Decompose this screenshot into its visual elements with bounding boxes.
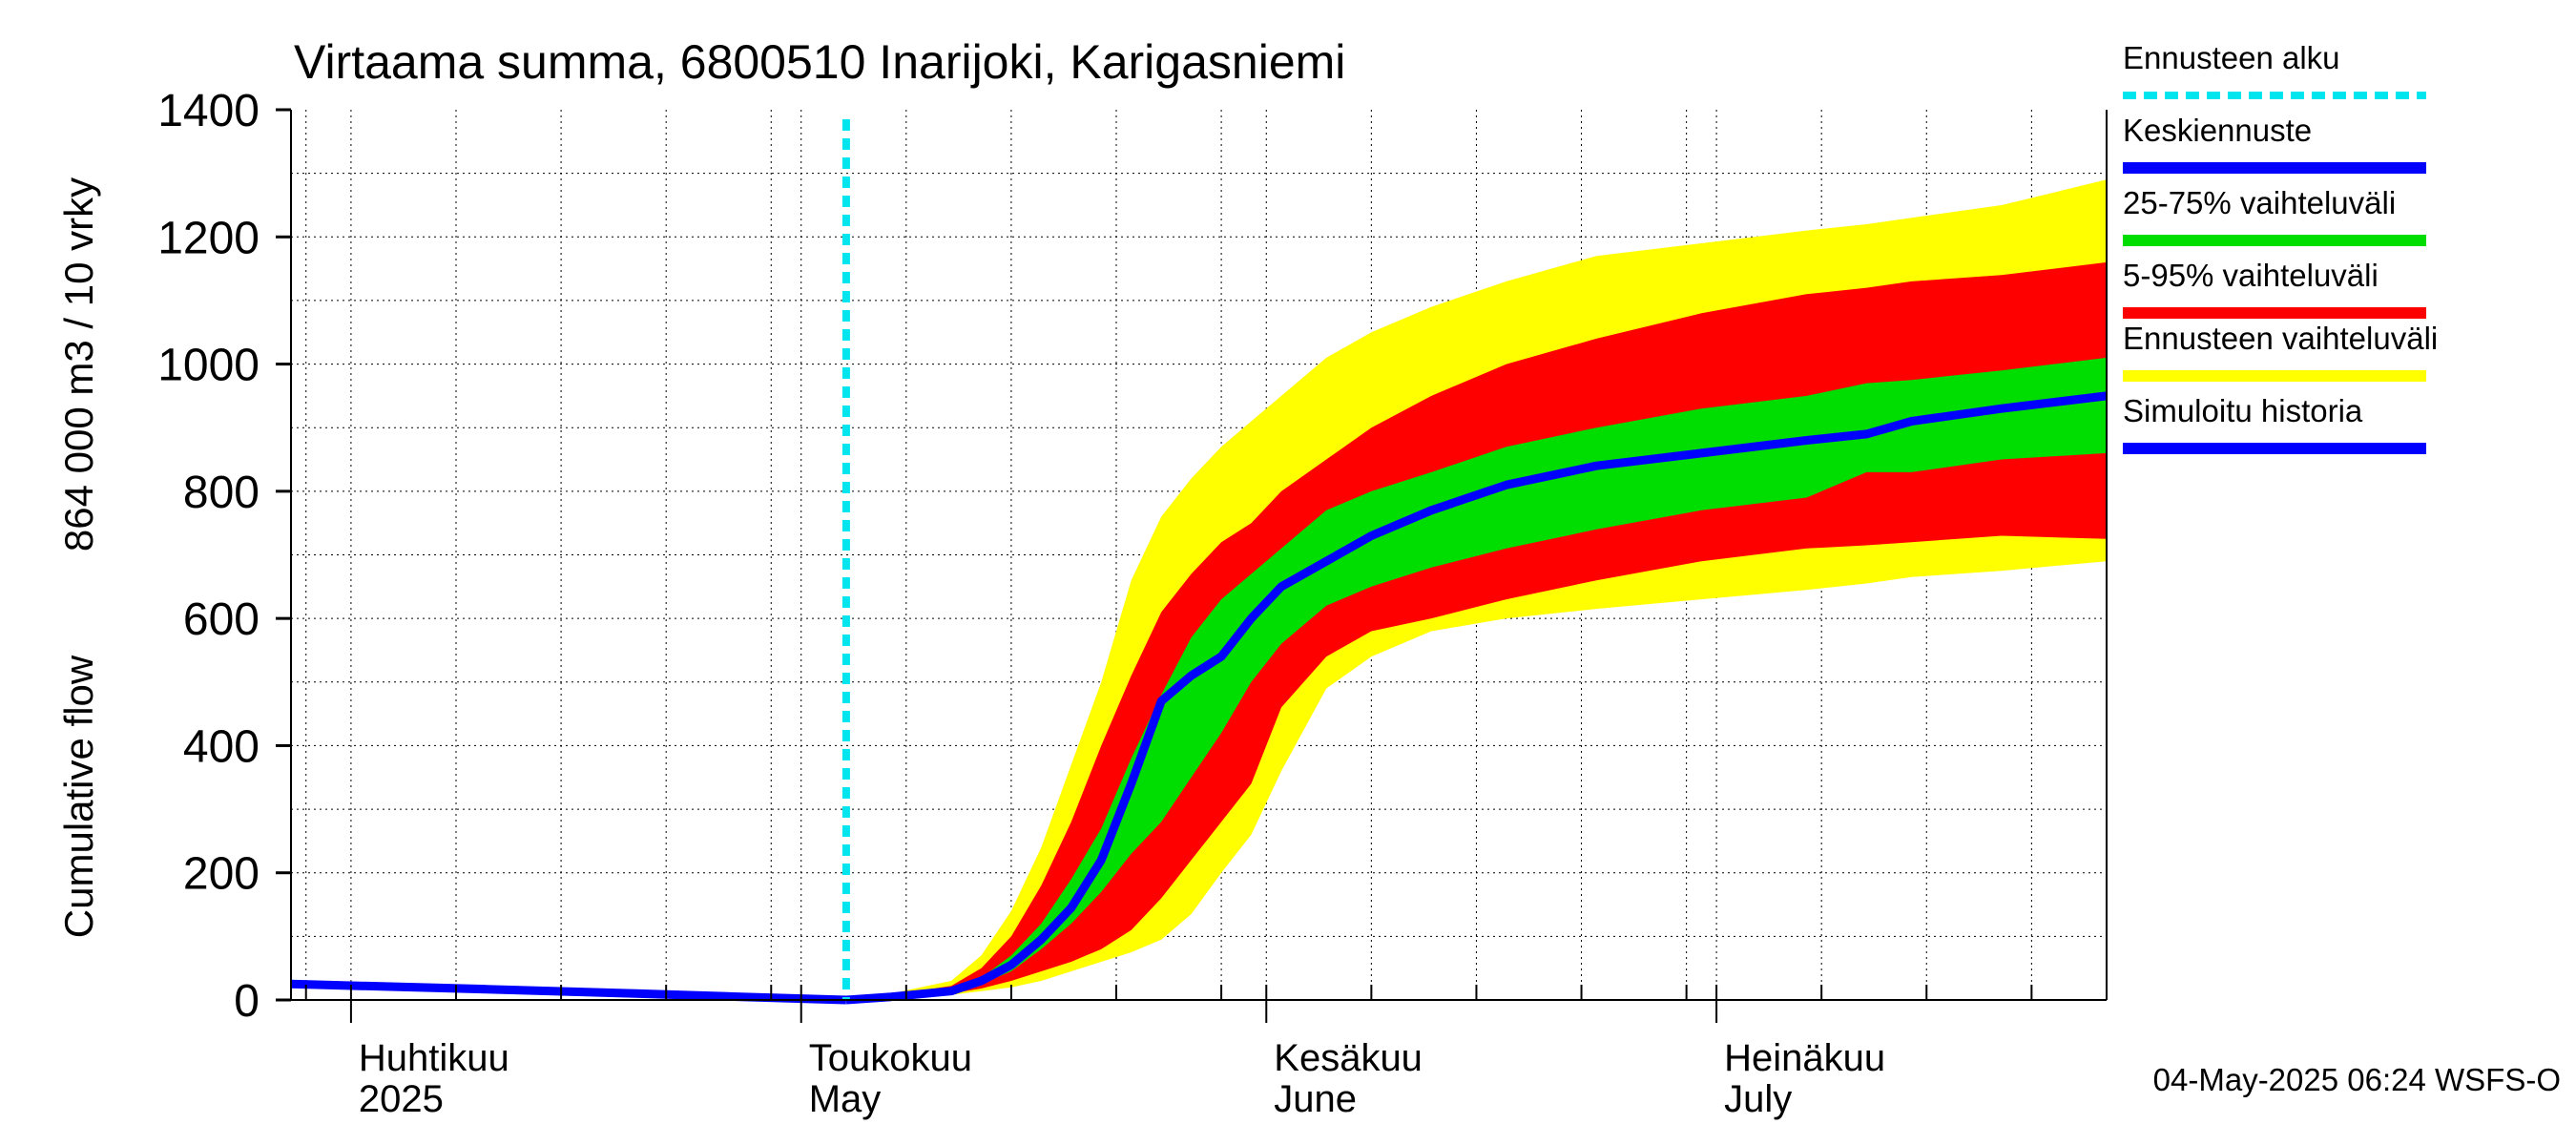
legend-label: Ennusteen alku xyxy=(2123,40,2340,75)
y-tick-label: 800 xyxy=(183,468,260,518)
chart-title: Virtaama summa, 6800510 Inarijoki, Karig… xyxy=(294,35,1345,89)
legend: Ennusteen alku Keskiennuste 25-75% vaihtel… xyxy=(2123,40,2438,454)
band-25-75 xyxy=(845,357,2107,1000)
legend-label: Simuloitu historia xyxy=(2123,393,2363,428)
y-tick-label: 200 xyxy=(183,849,260,900)
x-month-label-fi: Kesäkuu xyxy=(1274,1037,1423,1079)
series-keskiennuste xyxy=(845,391,2108,1005)
x-month-label-fi: Toukokuu xyxy=(809,1037,972,1079)
y-tick-label: 1000 xyxy=(157,341,260,391)
y-axis-label-line2: 864 000 m3 / 10 vrky xyxy=(56,177,101,552)
y-tick-label: 1200 xyxy=(157,213,260,263)
x-month-label-fi: Heinäkuu xyxy=(1724,1037,1885,1079)
plot-area xyxy=(290,110,2108,1005)
x-month-label-fi: Huhtikuu xyxy=(359,1037,509,1079)
x-month-label-en: June xyxy=(1274,1078,1357,1120)
legend-label: Keskiennuste xyxy=(2123,113,2312,148)
y-tick-label: 1400 xyxy=(157,86,260,136)
y-tick-label: 600 xyxy=(183,594,260,645)
footer-timestamp: 04-May-2025 06:24 WSFS-O xyxy=(2153,1062,2561,1097)
legend-label: Ennusteen vaihteluväli xyxy=(2123,321,2438,356)
x-month-label-en: July xyxy=(1724,1078,1792,1120)
x-month-label-en: May xyxy=(809,1078,882,1120)
legend-label: 5-95% vaihteluväli xyxy=(2123,258,2379,293)
y-tick-label: 0 xyxy=(234,976,260,1027)
x-month-label-en: 2025 xyxy=(359,1078,444,1120)
y-tick-label: 400 xyxy=(183,721,260,772)
legend-label: 25-75% vaihteluväli xyxy=(2123,185,2396,220)
y-axis-label-line1: Cumulative flow xyxy=(56,655,101,938)
series-simuloitu-historia xyxy=(290,979,847,1005)
